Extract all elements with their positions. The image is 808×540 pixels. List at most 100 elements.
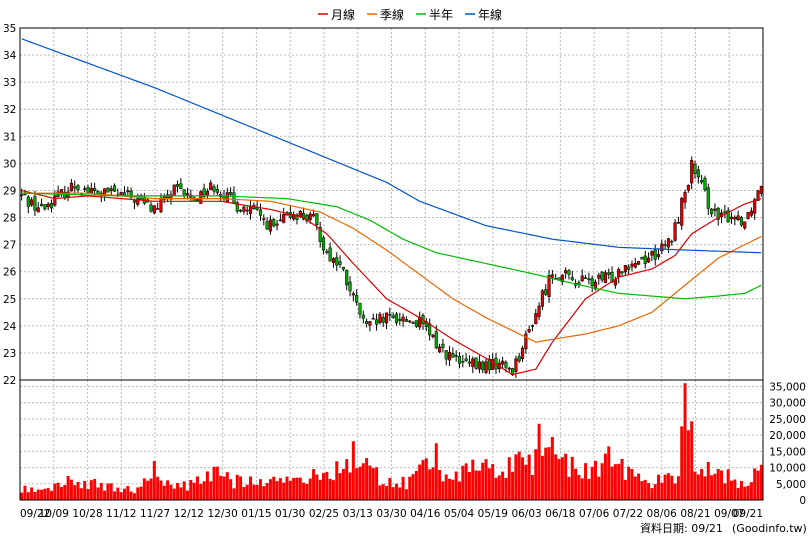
candle-body <box>122 192 127 196</box>
volume-bar <box>610 466 614 500</box>
volume-bar <box>375 467 379 500</box>
volume-bar <box>441 481 445 500</box>
candlesticks <box>20 156 763 378</box>
candle-body <box>547 275 551 297</box>
candle-body <box>205 190 209 196</box>
volume-bar <box>119 492 123 500</box>
candle-body <box>76 185 80 191</box>
candle-body <box>378 313 382 324</box>
date-tick-label: 03/13 <box>343 508 373 520</box>
volume-bar <box>258 479 262 500</box>
volume-bar <box>464 463 468 500</box>
volume-bar <box>471 459 475 500</box>
volume-bar <box>428 469 432 500</box>
volume-bar <box>670 475 674 500</box>
candle-body <box>504 361 508 368</box>
candle-body <box>212 186 216 192</box>
volume-bar <box>690 421 694 500</box>
candle-body <box>570 277 574 281</box>
legend: 月線 季線 半年 年線 <box>318 7 502 22</box>
volume-bar <box>69 479 73 500</box>
candle-body <box>371 317 375 320</box>
volume-bar <box>391 487 395 500</box>
candle-body <box>759 186 763 194</box>
volume-bar <box>686 430 690 500</box>
volume-bar <box>30 487 34 500</box>
volume-bar <box>328 478 332 500</box>
candle-body <box>73 186 77 189</box>
volume-bar <box>491 464 495 500</box>
volume-bar <box>640 481 644 500</box>
volume-panel-frame <box>19 379 764 501</box>
volume-bar <box>458 481 461 500</box>
candle-body <box>292 213 296 220</box>
candle-body <box>706 187 710 209</box>
candle-body <box>627 266 631 270</box>
candle-body <box>295 214 299 220</box>
volume-bar <box>361 463 365 500</box>
volume-bar <box>159 480 163 500</box>
volume-bar <box>182 481 186 500</box>
volume-bar <box>590 466 594 500</box>
volume-tick-label: 25,000 <box>769 414 806 426</box>
candle-body <box>643 255 647 264</box>
volume-bar <box>647 483 651 500</box>
candle-body <box>394 313 399 323</box>
candle-body <box>434 331 438 349</box>
volume-bar <box>331 480 335 500</box>
volume-bar <box>142 478 146 500</box>
volume-bar <box>524 464 528 500</box>
candle-body <box>507 367 511 370</box>
candle-body <box>666 238 671 248</box>
candle-body <box>637 260 641 265</box>
candle-body <box>461 361 465 363</box>
volume-bar <box>199 483 203 500</box>
date-tick-label: 06/03 <box>511 508 541 520</box>
candle-body <box>149 204 153 212</box>
candle-body <box>341 266 345 270</box>
candle-body <box>451 353 455 358</box>
moving-average-lines <box>21 38 762 376</box>
candle-body <box>656 254 661 258</box>
candle-body <box>248 206 253 214</box>
volume-bar <box>676 476 680 500</box>
volume-bar <box>530 475 534 500</box>
candle-body <box>381 317 385 323</box>
volume-tick-label: 0 <box>799 495 806 507</box>
candle-body <box>331 258 336 263</box>
candle-body <box>126 190 130 193</box>
volume-bar <box>746 485 750 500</box>
volume-bar <box>521 457 525 500</box>
volume-bar <box>504 477 508 500</box>
volume-bar <box>338 473 342 500</box>
candle-body <box>660 243 664 252</box>
volume-bar <box>729 480 733 500</box>
volume-bar <box>756 470 760 500</box>
candle-body <box>620 271 624 274</box>
volume-bar <box>431 467 435 500</box>
volume-bar <box>743 486 747 500</box>
candle-body <box>564 270 568 274</box>
volume-bar <box>43 488 47 500</box>
volume-bar <box>195 476 199 500</box>
volume-bar <box>146 480 150 500</box>
volume-bar <box>278 478 282 500</box>
candle-body <box>298 210 302 217</box>
volume-bar <box>630 469 634 500</box>
volume-bar <box>232 488 236 500</box>
candle-body <box>593 281 598 290</box>
candle-body <box>86 187 90 193</box>
candle-body <box>321 237 326 251</box>
volume-bar <box>103 490 107 500</box>
volume-bar <box>66 475 70 500</box>
source-label: (Goodinfo.tw) <box>732 522 807 535</box>
volume-bar <box>282 482 286 500</box>
volume-bar <box>132 493 136 500</box>
candle-body <box>282 214 286 223</box>
volume-bar <box>597 476 601 500</box>
candle-body <box>700 180 704 183</box>
volume-bar <box>295 477 299 500</box>
price-tick-label: 24 <box>3 321 17 333</box>
volume-bar <box>574 468 578 500</box>
